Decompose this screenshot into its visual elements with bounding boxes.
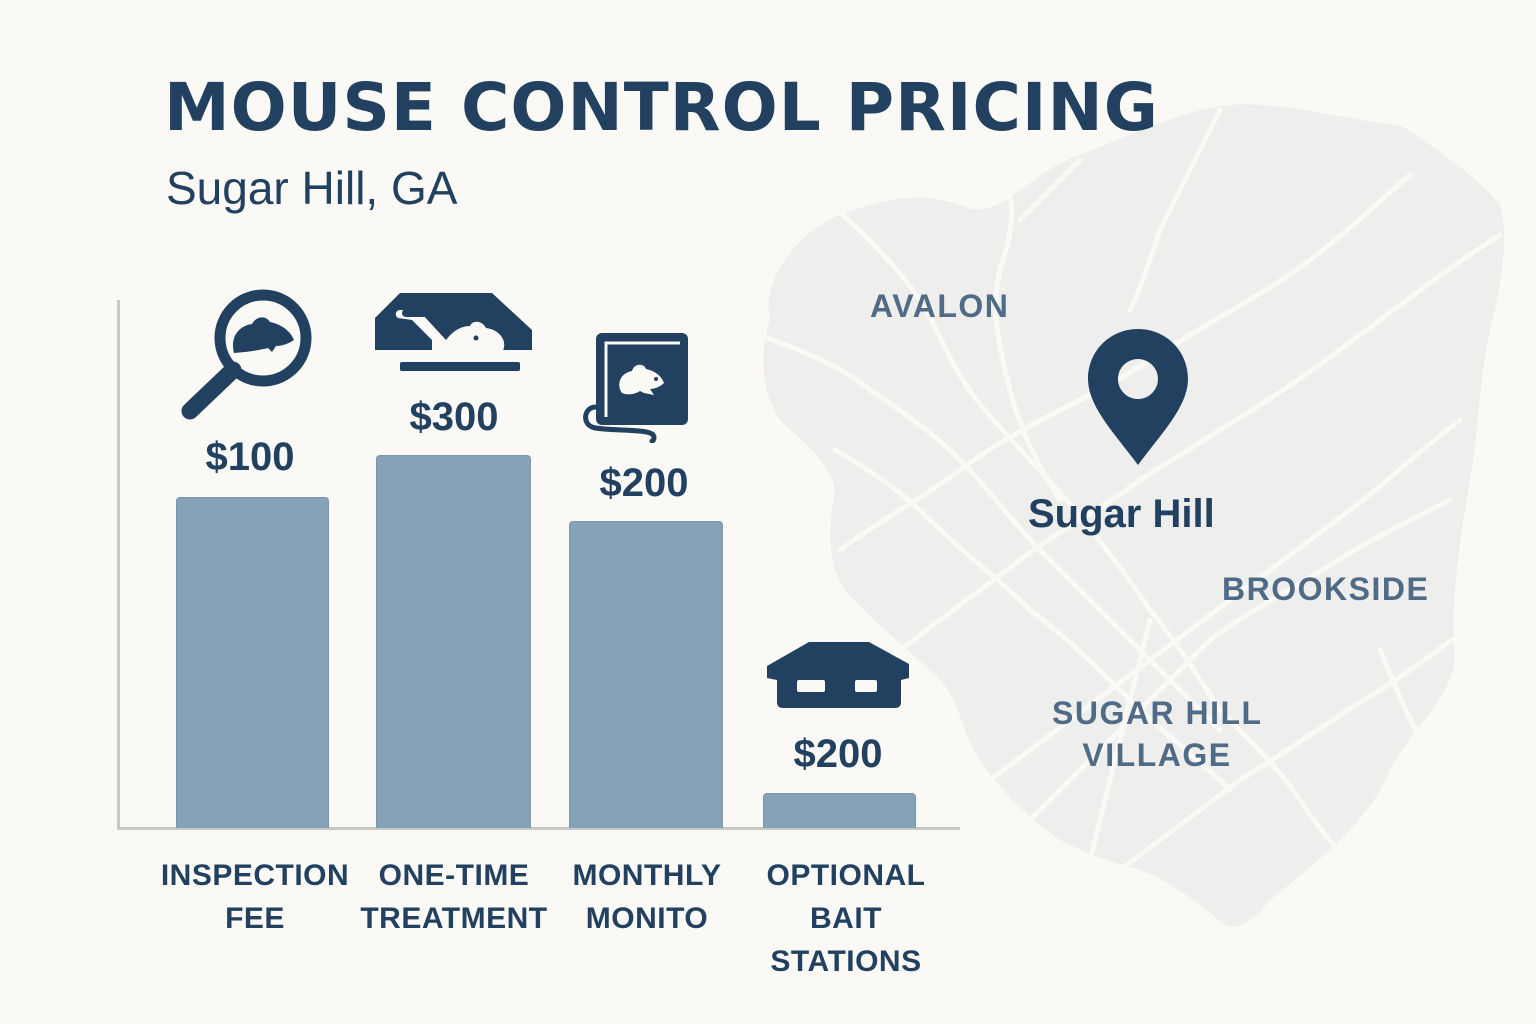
page-subtitle: Sugar Hill, GA [166, 162, 458, 214]
category-label-line1: INSPECTION [160, 859, 350, 892]
category-label-line2: TREATMENT [360, 902, 548, 935]
page-title: MOUSE CONTROL PRICING [164, 69, 1159, 146]
price-label: $200 [599, 461, 689, 505]
magnifier-mouse-icon [181, 289, 312, 420]
category-label-line2: MONITO [585, 902, 709, 935]
x-axis [117, 827, 960, 830]
category-label-line2: BAIT STATIONS [770, 902, 922, 978]
mouse-trap-icon [375, 293, 532, 371]
category-label-line1: ONE-TIME [378, 859, 530, 892]
neighborhood-name-line2: VILLAGE [1082, 737, 1232, 773]
y-axis [117, 300, 120, 830]
location-pin-icon [1088, 329, 1188, 465]
bar-one-time-treatment [376, 455, 531, 828]
price-label: $100 [205, 435, 295, 479]
category-label-line1: MONTHLY [572, 859, 722, 892]
bar-monthly-monitoring [569, 521, 723, 828]
bar-optional-bait-stations [763, 793, 916, 828]
bait-station-icon [767, 642, 909, 708]
map-area [763, 104, 1505, 927]
city-label: Sugar Hill [1028, 492, 1215, 536]
neighborhood-name: AVALON [870, 288, 1010, 324]
neighborhood-name-line1: SUGAR HILL [1052, 695, 1263, 731]
neighborhood-label-avalon: AVALON [870, 285, 1009, 327]
category-label-line2: FEE [225, 902, 285, 935]
category-label-inspection-fee: INSPECTION FEE [145, 854, 365, 940]
neighborhood-name: BROOKSIDE [1222, 571, 1430, 607]
price-label: $300 [409, 395, 499, 439]
bar-inspection-fee [176, 497, 329, 828]
category-label-one-time-treatment: ONE-TIME TREATMENT [344, 854, 564, 940]
category-label-line1: OPTIONAL [766, 859, 926, 892]
category-label-optional-bait-stations: OPTIONAL BAIT STATIONS [736, 854, 956, 983]
category-label-monthly-monitoring: MONTHLY MONITO [537, 854, 757, 940]
monitoring-device-icon [583, 333, 688, 443]
price-label: $200 [793, 732, 883, 776]
neighborhood-label-brookside: BROOKSIDE [1222, 568, 1429, 610]
neighborhood-label-sugar-hill-village: SUGAR HILL VILLAGE [1052, 692, 1262, 776]
